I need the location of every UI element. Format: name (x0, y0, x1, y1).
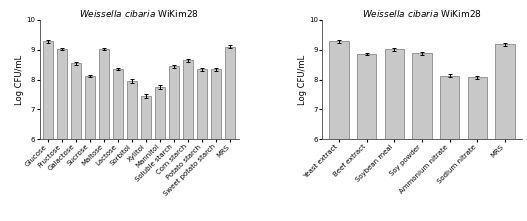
Bar (169, 66, 179, 139)
Bar (113, 69, 123, 139)
Y-axis label: Log CFU/mL: Log CFU/mL (298, 55, 307, 105)
Title: $\it{Weissella\ cibaria}$ WiKim28: $\it{Weissella\ cibaria}$ WiKim28 (79, 8, 199, 19)
Bar (43, 41, 53, 139)
Bar (329, 41, 349, 139)
Bar (155, 87, 165, 139)
Bar (468, 78, 487, 139)
Title: $\it{Weissella\ cibaria}$ WiKim28: $\it{Weissella\ cibaria}$ WiKim28 (362, 8, 482, 19)
Y-axis label: Log CFU/mL: Log CFU/mL (15, 55, 24, 105)
Bar (127, 81, 137, 139)
Bar (357, 54, 376, 139)
Bar (211, 69, 221, 139)
Bar (85, 76, 95, 139)
Bar (385, 49, 404, 139)
Bar (141, 96, 151, 139)
Bar (198, 69, 207, 139)
Bar (183, 60, 193, 139)
Bar (440, 76, 460, 139)
Bar (226, 47, 235, 139)
Bar (495, 44, 515, 139)
Bar (99, 49, 109, 139)
Bar (57, 49, 67, 139)
Bar (71, 63, 81, 139)
Bar (413, 53, 432, 139)
